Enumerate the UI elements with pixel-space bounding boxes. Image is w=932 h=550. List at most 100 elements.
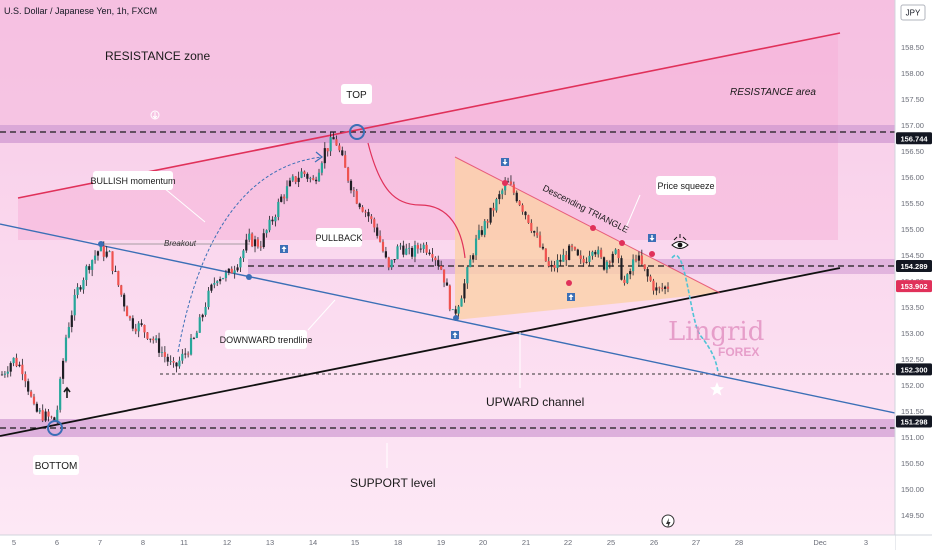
level-tag-bg [896,363,932,376]
candle-down [536,232,539,236]
candle-down [533,231,536,233]
candle-up [611,253,614,263]
candle-down [355,191,358,204]
candle-down [349,180,353,191]
candle-up [204,307,207,315]
x-tick-label: 25 [607,538,615,547]
bullish-label-box [93,171,173,190]
candle-down [579,255,582,260]
candle-down [570,245,574,248]
candle-up [396,246,399,260]
candle-down [163,352,166,357]
momentum-pointer [163,187,206,223]
candle-down [442,269,446,283]
candle-up [451,309,454,311]
y-tick-label: 153.50 [901,303,924,312]
candle-down [361,207,364,212]
candle-down [378,235,382,242]
candle-down [53,417,56,422]
candle-down [623,279,626,283]
bullish-momentum-label: BULLISH momentum [90,176,175,186]
time-axis-panel[interactable] [0,535,895,550]
candle-down [448,285,451,310]
candle-up [210,284,213,291]
candle-down [634,259,638,261]
candle-down [47,411,50,417]
candle-down [440,265,443,270]
candle-up [588,255,591,262]
resistance-trendline[interactable] [17,32,841,199]
candle-up [268,219,271,231]
bottom-arrow-icon [63,386,71,398]
candle-up [550,265,553,267]
candle-down [303,171,306,174]
candle-up [288,180,292,187]
candle-up [207,290,210,308]
candle-up [253,239,257,247]
level-tag: 152.300 [900,365,927,374]
candle-down [576,249,579,256]
candle-up [463,283,466,299]
candle-down [79,287,82,290]
candles-group [0,131,670,426]
candle-up [309,178,312,179]
candle-down [332,137,335,140]
candle-down [521,205,524,212]
level-tags: 156.744 154.289 152.300 151.298 153.902 [896,132,932,428]
marker-up-arrows [280,245,575,339]
price-axis-panel[interactable] [895,0,932,550]
y-tick-label: 150.00 [901,485,924,494]
candle-up [3,373,7,375]
tv-logo-icon[interactable] [661,514,675,528]
y-tick-label: 156.50 [901,147,924,156]
candle-up [213,283,216,285]
candle-down [187,353,190,355]
y-tick-label: 150.50 [901,459,924,468]
candle-up [137,323,140,332]
candle-up [393,259,396,260]
info-down-icon[interactable] [150,110,160,120]
candle-up [472,255,475,260]
candle-up [216,281,219,284]
x-tick-label: 26 [650,538,658,547]
y-tick-label: 154.50 [901,251,924,260]
candle-up [198,317,201,333]
y-tick-label: 152.00 [901,381,924,390]
candle-down [172,361,175,363]
downward-trendline[interactable] [0,223,896,414]
candle-down [559,259,562,262]
candle-up [160,352,164,353]
upward-channel-line[interactable] [0,267,841,437]
x-tick-label: 8 [141,538,145,547]
candle-up [300,171,303,178]
candle-down [29,391,33,397]
y-tick-label: 155.00 [901,225,924,234]
candle-up [242,250,245,259]
candle-down [146,332,149,339]
candle-down [370,216,373,220]
candle-up [504,182,507,191]
candle-down [88,266,91,270]
candle-down [547,261,550,267]
candle-up [189,338,193,355]
candle-up [56,409,59,422]
brand-watermark: Lingrid [668,317,764,347]
candle-down [131,318,134,329]
x-tick-label: 13 [266,538,274,547]
currency-badge[interactable] [900,4,926,21]
downward-trendline-label: DOWNWARD trendline [220,335,313,345]
x-tick-label: 6 [55,538,59,547]
candle-down [620,258,623,280]
candle-down [326,148,329,152]
candle-down [416,245,419,249]
resistance-area-label: RESISTANCE area [730,87,816,98]
candle-up [192,337,196,339]
support-zone-band [0,419,895,437]
y-tick-label: 151.50 [901,407,924,416]
squeeze-dot-4 [566,280,572,286]
candle-down [134,328,137,332]
candle-down [338,145,341,151]
y-tick-label: 157.00 [901,121,924,130]
candle-down [384,251,387,258]
